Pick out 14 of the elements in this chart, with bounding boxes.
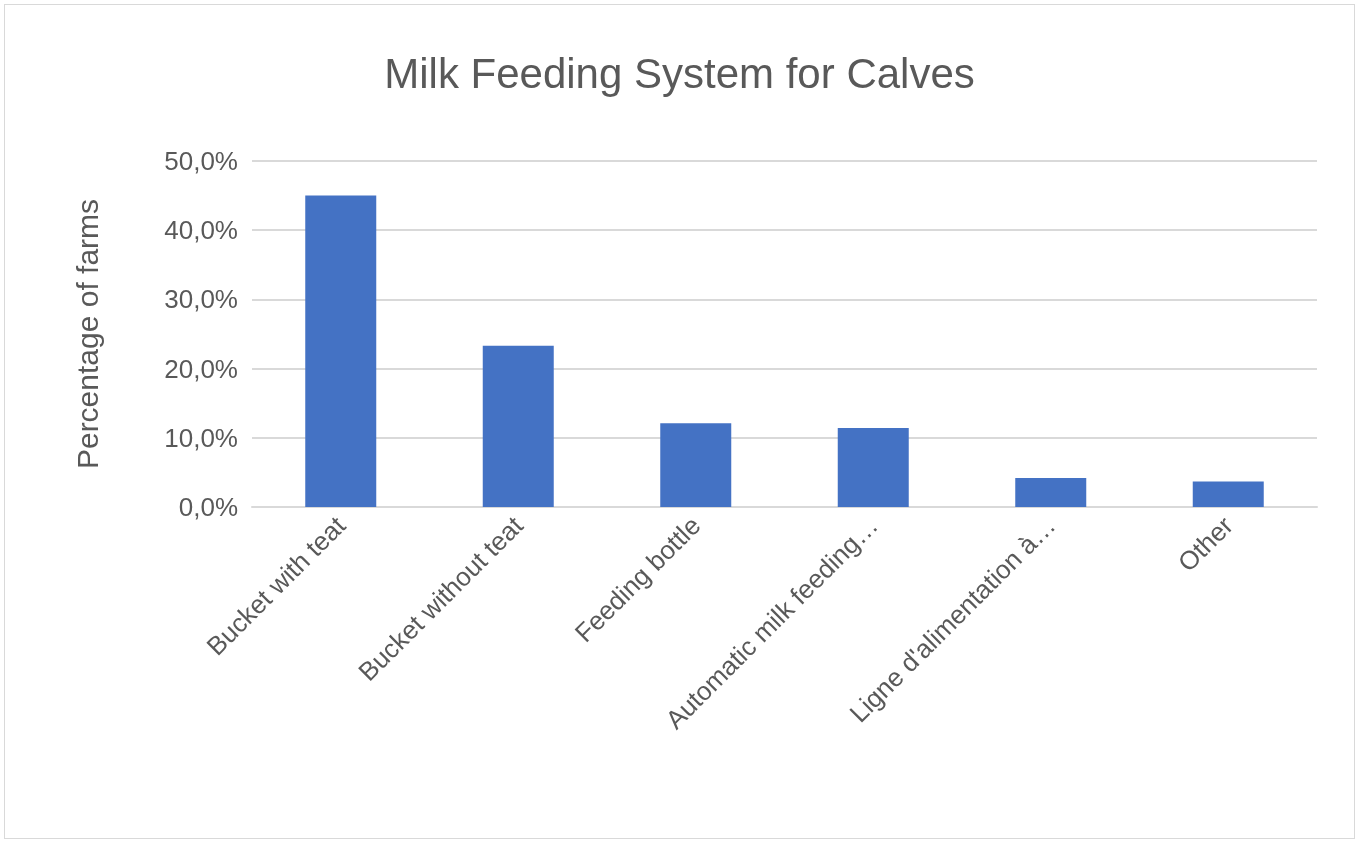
y-tick-label: 40,0% <box>164 215 238 246</box>
y-axis-title: Percentage of farms <box>70 198 104 470</box>
y-tick-label: 20,0% <box>164 353 238 384</box>
bar <box>1192 481 1264 507</box>
bar <box>1015 477 1087 507</box>
y-tick-label: 30,0% <box>164 284 238 315</box>
bar <box>305 195 377 507</box>
y-tick-label: 10,0% <box>164 422 238 453</box>
chart-title: Milk Feeding System for Calves <box>384 49 975 97</box>
bar <box>660 423 732 507</box>
bar <box>837 428 909 507</box>
y-tick-label: 0,0% <box>178 492 238 522</box>
y-tick-label: 50,0% <box>164 146 238 176</box>
bar <box>482 345 554 507</box>
